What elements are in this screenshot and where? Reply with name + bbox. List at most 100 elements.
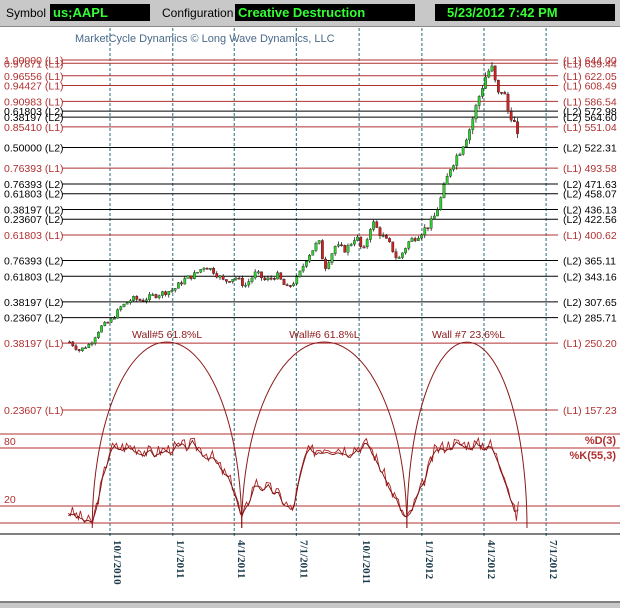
candle-body-90 — [356, 236, 359, 241]
candle-body-99 — [385, 235, 388, 239]
candle-body-67 — [282, 279, 286, 285]
fib-left-label-1: 0.97871 (L1) — [4, 58, 64, 70]
fib-left-label-12: 0.38197 (L2) — [4, 204, 64, 216]
candle-body-40 — [196, 271, 199, 274]
candle-body-103 — [397, 257, 401, 259]
x-tick-label-7: 7/1/2012 — [547, 540, 559, 580]
candle-body-136 — [503, 92, 507, 95]
fib-right-label-19: (L1) 250.20 — [563, 338, 617, 350]
x-tick-label-5: 1/1/2012 — [423, 540, 435, 580]
candle-body-56 — [247, 281, 251, 286]
cycle-arc-label-0: Wall#5 61.8%L — [132, 329, 202, 341]
osc-legend-0: %D(3) — [585, 435, 617, 447]
candle-body-86 — [343, 245, 347, 253]
candle-body-94 — [369, 229, 372, 240]
candle-body-51 — [231, 279, 235, 283]
candle-body-137 — [506, 93, 510, 112]
candle-body-110 — [420, 234, 423, 239]
candle-body-58 — [253, 271, 257, 279]
candle-body-16 — [119, 306, 123, 310]
candle-body-43 — [205, 267, 209, 270]
x-tick-label-3: 7/1/2011 — [297, 540, 309, 579]
candle-body-113 — [429, 218, 433, 229]
candle-body-115 — [436, 209, 439, 217]
candle-body-18 — [125, 302, 129, 305]
candle-body-134 — [497, 79, 500, 93]
candle-body-48 — [221, 275, 225, 280]
candle-body-26 — [151, 294, 155, 296]
candle-body-71 — [295, 276, 299, 284]
candle-body-127 — [474, 105, 478, 120]
fib-left-label-18: 0.23607 (L2) — [4, 313, 64, 325]
fib-right-label-10: (L2) 471.63 — [563, 179, 617, 191]
bottom-bar — [0, 603, 620, 608]
toolbar: Symbol us;AAPL Configuration Creative De… — [0, 0, 620, 27]
candle-body-27 — [154, 294, 158, 298]
candle-body-76 — [311, 250, 315, 256]
fib-right-label-17: (L2) 307.65 — [563, 297, 617, 309]
fib-left-label-2: 0.96556 (L1) — [4, 71, 64, 83]
candle-body-82 — [330, 253, 334, 263]
candle-body-139 — [513, 120, 516, 122]
candle-body-23 — [141, 299, 145, 302]
candle-body-107 — [410, 238, 414, 242]
fib-left-label-9: 0.76393 (L1) — [4, 163, 64, 175]
fib-left-label-4: 0.90983 (L1) — [4, 96, 64, 108]
candle-body-101 — [391, 241, 395, 252]
candle-body-19 — [129, 300, 132, 303]
candle-body-65 — [276, 272, 279, 280]
candle-body-79 — [321, 240, 324, 260]
fib-right-label-15: (L2) 365.11 — [563, 256, 616, 268]
candle-body-28 — [157, 295, 161, 298]
candle-body-128 — [477, 96, 481, 106]
candle-body-105 — [404, 248, 407, 254]
candle-body-78 — [317, 240, 321, 244]
candle-body-64 — [273, 278, 276, 280]
candle-body-135 — [500, 92, 503, 94]
candle-body-109 — [417, 237, 420, 241]
candle-body-75 — [308, 255, 311, 262]
candle-body-39 — [193, 272, 196, 279]
cycle-arc-label-1: Wall#6 61.8%L — [289, 329, 359, 341]
candle-body-132 — [490, 65, 494, 72]
candle-body-96 — [375, 221, 379, 228]
candle-body-108 — [413, 238, 417, 241]
candle-body-123 — [461, 146, 465, 155]
candle-body-72 — [298, 270, 302, 277]
fib-left-label-10: 0.76393 (L2) — [4, 179, 64, 191]
candle-body-37 — [186, 275, 190, 279]
candle-body-52 — [234, 277, 238, 280]
x-tick-label-6: 4/1/2012 — [485, 540, 497, 580]
symbol-input[interactable]: us;AAPL — [50, 4, 150, 21]
candle-body-111 — [423, 227, 427, 236]
candle-body-3 — [77, 349, 81, 351]
candle-body-7 — [90, 343, 94, 345]
fib-right-label-14: (L1) 400.62 — [563, 230, 617, 242]
fib-right-label-3: (L1) 608.49 — [563, 81, 617, 93]
candle-body-100 — [388, 238, 391, 243]
candle-body-12 — [106, 321, 110, 324]
candle-body-38 — [189, 275, 193, 279]
fib-left-label-0: 1.00000 (L1) — [4, 55, 64, 67]
candle-body-1 — [71, 341, 75, 347]
candles — [68, 62, 519, 353]
candle-body-8 — [93, 337, 97, 344]
candle-body-120 — [452, 165, 455, 170]
fib-right-label-4: (L1) 586.54 — [563, 96, 617, 108]
fib-left-label-8: 0.50000 (L2) — [4, 142, 64, 154]
candle-body-102 — [394, 251, 398, 258]
candle-body-93 — [365, 239, 369, 248]
configuration-select[interactable]: Creative Destruction — [235, 4, 415, 21]
candle-body-6 — [87, 344, 91, 348]
candle-body-55 — [244, 284, 247, 287]
fib-left-label-3: 0.94427 (L1) — [4, 81, 64, 93]
fib-left-label-11: 0.61803 (L2) — [4, 189, 64, 201]
fib-right-label-2: (L1) 622.05 — [563, 71, 617, 83]
candle-body-84 — [337, 244, 340, 247]
datetime-display: 5/23/2012 7:42 PM — [435, 4, 615, 21]
candle-body-42 — [202, 267, 206, 270]
fib-right-label-16: (L2) 343.16 — [563, 271, 617, 283]
candle-body-106 — [407, 241, 411, 249]
candle-body-80 — [324, 258, 327, 269]
candle-body-133 — [493, 65, 497, 81]
